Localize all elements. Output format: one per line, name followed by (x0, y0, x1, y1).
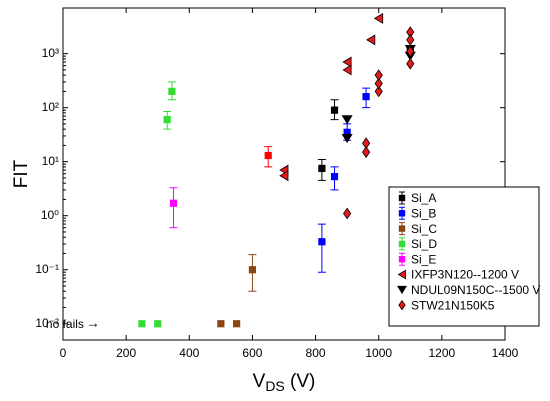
point (248, 266, 257, 274)
point (374, 69, 383, 82)
point (361, 146, 371, 159)
point (397, 285, 407, 295)
point (264, 151, 272, 160)
legend-marker (398, 194, 406, 202)
y-tick-label: 10⁻¹ (35, 262, 59, 276)
point (168, 87, 176, 96)
point (398, 225, 406, 232)
point (330, 172, 339, 181)
y-tick-label: 10⁻² (35, 316, 59, 330)
x-tick-label: 600 (242, 346, 262, 360)
point (398, 240, 406, 248)
point (318, 164, 326, 173)
point (342, 64, 352, 76)
legend-label: Si_B (411, 206, 436, 220)
x-tick-label: 1000 (365, 346, 392, 360)
point (373, 12, 384, 24)
x-tick-label: 1200 (429, 346, 456, 360)
point (154, 320, 162, 328)
legend-marker (398, 299, 406, 311)
x-axis-label: VDS (V) (253, 371, 316, 394)
point (217, 320, 225, 328)
legend-marker (398, 255, 406, 263)
point (318, 238, 326, 246)
legend-label: Si_D (411, 237, 437, 251)
error-bar (169, 187, 178, 229)
point (279, 170, 289, 182)
legend-marker (397, 285, 407, 295)
legend-label: Si_A (411, 191, 436, 205)
y-tick-label: 10² (42, 100, 59, 114)
x-tick-label: 1400 (492, 346, 519, 360)
point (397, 269, 406, 280)
legend-label: STW21N150K5 (411, 298, 495, 312)
point (406, 33, 415, 46)
legend-box (388, 186, 540, 327)
point (342, 56, 352, 68)
legend-label: Si_E (411, 252, 436, 266)
x-tick-label: 400 (179, 346, 199, 360)
x-label-sub: DS (265, 378, 284, 394)
point (330, 106, 339, 114)
y-tick-label: 10³ (42, 46, 59, 60)
legend-marker (398, 240, 406, 248)
legend-label: Si_C (411, 222, 437, 236)
y-axis-label: FIT (11, 159, 32, 188)
legend-marker (398, 225, 406, 232)
x-tick-label: 0 (60, 346, 67, 360)
annotation-arrow: → (86, 314, 100, 330)
x-tick-label: 800 (306, 346, 326, 360)
legend-label: IXFP3N120--1200 V (411, 268, 519, 282)
point (406, 57, 415, 70)
x-label-unit: (V) (285, 371, 316, 392)
legend-label: NDUL09N150C--1500 V (411, 283, 540, 297)
point (169, 199, 178, 207)
point (374, 85, 383, 98)
point (362, 93, 370, 101)
point (138, 320, 146, 328)
point (374, 77, 383, 90)
legend-marker (397, 269, 406, 280)
legend: Si_ASi_B Si_CSi_DSi_E IXFP3N120--1200 VNDU… (388, 186, 540, 327)
point (343, 207, 352, 220)
y-tick-label: 10⁰ (41, 208, 59, 222)
point (398, 255, 406, 263)
point (398, 299, 406, 311)
point (233, 320, 241, 328)
y-tick-label: 10¹ (42, 154, 59, 168)
point (398, 210, 406, 217)
x-label-main: V (253, 371, 266, 392)
point (341, 133, 353, 144)
point (398, 194, 406, 202)
error-bar (317, 223, 326, 273)
annotation: no fails (46, 317, 84, 331)
point (341, 115, 353, 125)
point (366, 34, 376, 46)
point (163, 116, 171, 124)
point (406, 45, 415, 58)
legend-marker (398, 210, 406, 217)
x-tick-label: 200 (116, 346, 136, 360)
